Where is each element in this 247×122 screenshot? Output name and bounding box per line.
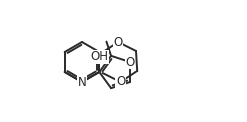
Text: O: O [116,76,125,88]
Text: O: O [125,56,135,69]
Text: O: O [114,36,123,49]
Text: OH: OH [90,51,108,63]
Text: N: N [78,76,86,88]
